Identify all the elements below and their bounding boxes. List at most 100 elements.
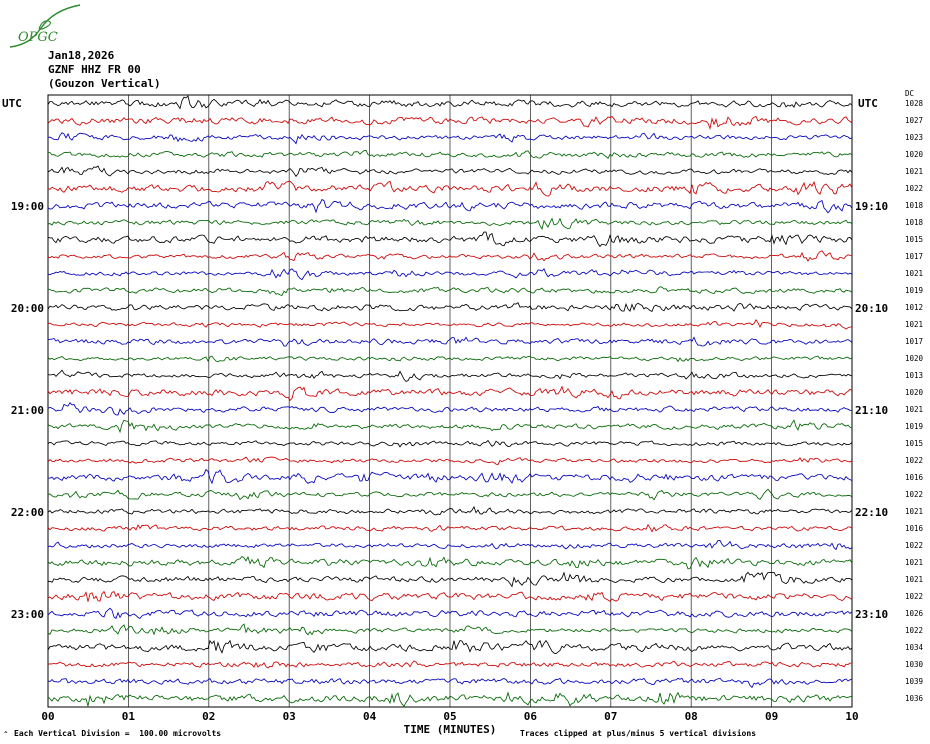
left-time-label: 22:00	[10, 505, 44, 519]
dc-value: 1015	[905, 438, 924, 448]
seismogram-trace	[47, 217, 853, 231]
seismogram-trace	[47, 439, 853, 448]
seismogram-trace	[47, 571, 853, 588]
dc-value: 1013	[905, 370, 924, 380]
seismogram-trace	[47, 318, 853, 330]
dc-value: 1022	[905, 489, 924, 499]
seismogram-trace	[47, 590, 853, 602]
x-tick-label: 09	[764, 710, 779, 723]
seismogram-trace	[47, 419, 853, 434]
dc-value: 1018	[905, 217, 924, 227]
dc-value: 1016	[905, 523, 924, 533]
right-time-label: 21:10	[855, 403, 889, 417]
seismogram-trace	[47, 355, 853, 363]
logo-loop	[38, 20, 52, 30]
x-tick-label: 04	[362, 710, 377, 723]
right-time-label: 22:10	[855, 505, 889, 519]
x-tick-label: 07	[604, 710, 618, 723]
dc-value: 1022	[905, 183, 924, 193]
footnote-marker: ^	[4, 731, 8, 738]
left-utc-title: UTC	[2, 97, 22, 110]
dc-value: 1020	[905, 387, 924, 397]
dc-value: 1022	[905, 455, 924, 465]
seismogram-trace	[47, 660, 853, 669]
x-tick-label: 03	[282, 710, 296, 723]
seismogram-trace	[47, 336, 853, 347]
seismogram-trace	[47, 691, 853, 707]
dc-value: 1022	[905, 540, 924, 550]
dc-value: 1021	[905, 574, 924, 584]
dc-value: 1022	[905, 625, 924, 635]
dc-value: 1021	[905, 319, 924, 329]
seismogram-trace	[47, 540, 853, 551]
dc-value: 1023	[905, 132, 924, 142]
footnote-clipping: Traces clipped at plus/minus 5 vertical …	[520, 729, 757, 738]
x-tick-label: 06	[523, 710, 538, 723]
seismogram-trace	[47, 250, 853, 262]
seismogram-trace	[47, 180, 853, 197]
dc-value: 1020	[905, 353, 924, 363]
dc-value: 1027	[905, 115, 924, 125]
right-time-label: 20:10	[855, 301, 889, 315]
left-time-label: 20:00	[10, 301, 44, 315]
x-tick-label: 05	[443, 710, 457, 723]
logo-swoosh	[9, 4, 81, 48]
dc-value: 1018	[905, 200, 924, 210]
left-time-label: 23:00	[10, 607, 44, 621]
header-date: Jan18,2026	[48, 49, 115, 62]
seismogram-trace	[47, 132, 853, 145]
right-utc-title: UTC	[858, 97, 878, 110]
right-time-label: 19:10	[855, 199, 889, 213]
seismogram-trace	[48, 149, 853, 160]
seismogram-trace	[47, 165, 853, 178]
dc-value: 1021	[905, 506, 924, 516]
dc-value: 1015	[905, 234, 924, 244]
dc-value: 1030	[905, 659, 924, 669]
logo-text: OPGC	[18, 30, 58, 45]
dc-value: 1021	[905, 166, 924, 176]
seismogram-trace	[47, 468, 853, 485]
dc-value: 1021	[905, 268, 924, 278]
dc-value: 1026	[905, 608, 924, 618]
header: Jan18,2026 GZNF HHZ FR 00 (Gouzon Vertic…	[48, 49, 161, 91]
left-time-label: 21:00	[10, 403, 44, 417]
dc-value: 1034	[905, 642, 924, 652]
seismogram-trace	[47, 302, 853, 312]
dc-value: 1012	[905, 302, 924, 312]
dc-value: 1017	[905, 336, 924, 346]
seismogram-trace	[47, 505, 853, 516]
dc-value: 1017	[905, 251, 924, 261]
dc-value: 1019	[905, 421, 924, 431]
dc-value: 1039	[905, 676, 924, 686]
dc-column-header: DC	[905, 89, 915, 98]
seismogram-trace	[47, 401, 853, 416]
seismogram-trace	[47, 95, 853, 110]
header-location: (Gouzon Vertical)	[48, 77, 161, 90]
dc-value: 1019	[905, 285, 924, 295]
seismogram-trace	[47, 385, 853, 402]
seismogram-trace	[47, 623, 853, 636]
seismogram-trace	[47, 231, 853, 248]
seismogram-trace	[47, 607, 853, 620]
plot-frame	[47, 94, 853, 708]
seismogram-trace	[47, 198, 853, 214]
dc-value: 1036	[905, 693, 924, 703]
seismogram-trace	[47, 456, 853, 466]
x-tick-label: 08	[684, 710, 698, 723]
left-time-label: 19:00	[10, 199, 44, 213]
right-time-label: 23:10	[855, 607, 889, 621]
x-tick-label: 10	[845, 710, 859, 723]
seismogram-trace	[47, 677, 853, 689]
seismogram-trace	[47, 555, 853, 570]
dc-value: 1028	[905, 98, 924, 108]
dc-value: 1016	[905, 472, 924, 482]
seismogram-trace	[47, 268, 853, 281]
seismogram-trace	[47, 639, 853, 655]
seismogram-trace	[47, 523, 853, 533]
dc-value: 1021	[905, 557, 924, 567]
seismogram-trace	[47, 369, 853, 382]
x-tick-label: 02	[202, 710, 216, 723]
x-axis-title: TIME (MINUTES)	[403, 723, 497, 736]
